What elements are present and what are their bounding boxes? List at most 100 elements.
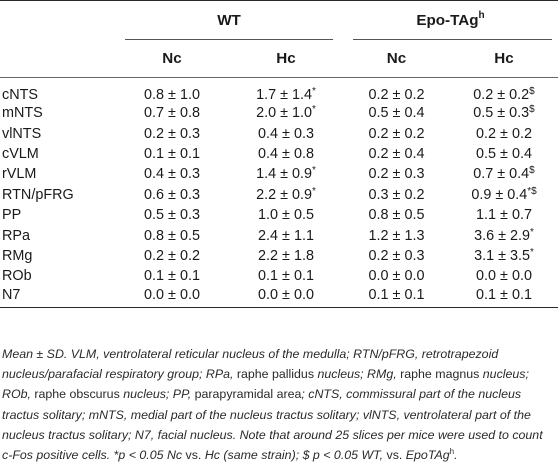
table-cell: 0.2 ± 0.3 bbox=[343, 246, 450, 266]
footnote-part-5: nucleus; ROb, bbox=[2, 367, 529, 402]
cell-value: 0.2 ± 0.2 bbox=[368, 87, 425, 103]
table-cell: 0.1 ± 0.1 bbox=[343, 286, 450, 308]
cell-value: 0.0 ± 0.0 bbox=[476, 268, 532, 285]
row-label: cNTS bbox=[2, 87, 38, 103]
table-cell: 0.4 ± 0.8 bbox=[229, 144, 343, 164]
table-row: mNTS 0.7 ± 0.8 2.0 ± 1.0* 0.5 ± 0.4 0.5 ± 0.… bbox=[0, 103, 558, 123]
row-label: RPa bbox=[2, 227, 30, 244]
col-header-wt-nc: Nc bbox=[115, 39, 229, 78]
footnote-part-10: vs. bbox=[182, 448, 205, 463]
significance-marker: $ bbox=[529, 104, 535, 116]
significance-marker: * bbox=[312, 104, 316, 116]
significance-marker: $ bbox=[529, 165, 535, 177]
cell-value: 0.4 ± 0.3 bbox=[258, 125, 314, 142]
col-header-wt-hc: Hc bbox=[229, 39, 343, 78]
table-cell: 0.5 ± 0.3$ bbox=[450, 103, 558, 123]
significance-marker: *$ bbox=[527, 185, 537, 197]
table-cell: 0.2 ± 0.3 bbox=[115, 123, 229, 143]
cell-value: 0.9 ± 0.4 bbox=[471, 186, 528, 203]
footnote-part-13: EpoTAg bbox=[405, 448, 450, 463]
table-cell: 0.5 ± 0.4 bbox=[450, 144, 558, 164]
footnote-part-3: nucleus; RMg, bbox=[317, 367, 397, 382]
group-header-row: WT Epo-TAgh bbox=[0, 0, 558, 40]
cell-value: 1.1 ± 0.7 bbox=[476, 207, 532, 224]
table-cell: 0.8 ± 0.5 bbox=[343, 205, 450, 225]
table-cell: 0.7 ± 0.4$ bbox=[450, 164, 558, 184]
significance-marker: * bbox=[312, 86, 316, 97]
cell-value: 0.1 ± 0.1 bbox=[476, 286, 532, 303]
cell-value: 3.1 ± 3.5 bbox=[474, 247, 530, 264]
footnote-part-14: . bbox=[454, 448, 458, 463]
table-cell: 0.0 ± 0.0 bbox=[115, 286, 229, 308]
cell-value: 0.2 ± 0.2 bbox=[144, 247, 200, 264]
table-row: ROb 0.1 ± 0.1 0.1 ± 0.1 0.0 ± 0.0 0.0 ± 0.0 bbox=[0, 266, 558, 286]
table-cell: 2.2 ± 0.9* bbox=[229, 185, 343, 205]
footnote-superscript: h bbox=[449, 447, 455, 457]
table-cell: 0.2 ± 0.4 bbox=[343, 144, 450, 164]
cell-value: 1.4 ± 0.9 bbox=[256, 166, 312, 183]
table-cell: 0.2 ± 0.2$ bbox=[450, 78, 558, 104]
corner-cell-2 bbox=[0, 39, 115, 78]
table-cell: 0.2 ± 0.2 bbox=[343, 78, 450, 103]
row-label: RTN/pFRG bbox=[2, 186, 74, 203]
cell-value: 2.2 ± 0.9 bbox=[256, 186, 312, 203]
cell-value: 0.0 ± 0.0 bbox=[258, 286, 314, 303]
table-cell: 0.0 ± 0.0 bbox=[450, 266, 558, 286]
cell-value: 0.2 ± 0.2 bbox=[368, 125, 425, 142]
col-header-epo-nc: Nc bbox=[343, 39, 450, 78]
table-cell: 0.0 ± 0.0 bbox=[229, 286, 343, 308]
table-row: RMg 0.2 ± 0.2 2.2 ± 1.8 0.2 ± 0.3 3.1 ± 3.5* bbox=[0, 246, 558, 266]
cell-value: 2.4 ± 1.1 bbox=[258, 227, 314, 244]
cell-value: 0.5 ± 0.3 bbox=[144, 207, 200, 224]
table-cell: 0.2 ± 0.2 bbox=[115, 246, 229, 266]
footnote-part-7: nucleus; PP, bbox=[123, 387, 192, 402]
row-label: mNTS bbox=[2, 105, 43, 122]
cell-value: 0.8 ± 1.0 bbox=[144, 87, 200, 103]
footnote-part-12: vs. bbox=[383, 448, 406, 463]
corner-cell bbox=[0, 0, 115, 40]
table-row: PP 0.5 ± 0.3 1.0 ± 0.5 0.8 ± 0.5 1.1 ± 0.7 bbox=[0, 205, 558, 225]
cell-value: 0.0 ± 0.0 bbox=[144, 286, 200, 303]
table-row: RTN/pFRG 0.6 ± 0.3 2.2 ± 0.9* 0.3 ± 0.2 0.9 … bbox=[0, 185, 558, 205]
table-cell: 0.7 ± 0.8 bbox=[115, 103, 229, 123]
row-label: N7 bbox=[0, 286, 115, 308]
table-cell: 0.1 ± 0.1 bbox=[115, 266, 229, 286]
cell-value: 0.6 ± 0.3 bbox=[144, 186, 200, 203]
table-cell: 0.2 ± 0.2 bbox=[343, 123, 450, 143]
table-cell: 0.4 ± 0.3 bbox=[115, 164, 229, 184]
cell-value: 2.2 ± 1.8 bbox=[258, 247, 314, 264]
cell-value: 0.7 ± 0.4 bbox=[473, 166, 530, 183]
cell-value: 1.0 ± 0.5 bbox=[258, 207, 314, 224]
table-cell: 0.5 ± 0.3 bbox=[115, 205, 229, 225]
table-row: N7 0.0 ± 0.0 0.0 ± 0.0 0.1 ± 0.1 0.1 ± 0.1 bbox=[0, 286, 558, 308]
group-header-epo-tag: Epo-TAgh bbox=[343, 0, 558, 40]
cell-value: 0.1 ± 0.1 bbox=[144, 145, 200, 162]
cell-value: 0.5 ± 0.3 bbox=[473, 105, 530, 122]
table-cell: 0.9 ± 0.4*$ bbox=[450, 185, 558, 205]
cell-value: 0.7 ± 0.8 bbox=[144, 105, 200, 122]
table-cell: 1.1 ± 0.7 bbox=[450, 205, 558, 225]
table-cell: 0.5 ± 0.4 bbox=[343, 103, 450, 123]
row-label: rVLM bbox=[2, 166, 37, 183]
cell-value: 0.2 ± 0.2 bbox=[476, 125, 532, 142]
row-label: PP bbox=[2, 207, 22, 224]
table-cell: 0.1 ± 0.1 bbox=[450, 286, 558, 308]
footnote-part-4: raphe magnus bbox=[396, 367, 483, 382]
table-cell: 1.7 ± 1.4* bbox=[229, 78, 343, 104]
significance-marker: * bbox=[530, 246, 534, 258]
significance-marker: * bbox=[312, 165, 316, 177]
footnote-part-1: Mean ± SD. VLM, ventrolateral reticular … bbox=[2, 347, 499, 382]
table-cell: 0.0 ± 0.0 bbox=[343, 266, 450, 286]
footnote-part-8: parapyramidal area bbox=[191, 387, 302, 402]
cell-value: 0.2 ± 0.3 bbox=[368, 247, 425, 264]
cell-value: 0.2 ± 0.3 bbox=[144, 125, 200, 142]
table-cell: 2.2 ± 1.8 bbox=[229, 246, 343, 266]
cell-value: 3.6 ± 2.9 bbox=[474, 227, 530, 244]
table-row: cVLM 0.1 ± 0.1 0.4 ± 0.8 0.2 ± 0.4 0.5 ± 0.4 bbox=[0, 144, 558, 164]
table-body: cNTS 0.8 ± 1.0 1.7 ± 1.4* 0.2 ± 0.2 0.2 ± 0.… bbox=[0, 78, 558, 308]
cell-value: 0.8 ± 0.5 bbox=[368, 207, 425, 224]
group-header-epo-tag-label: Epo-TAg bbox=[416, 11, 479, 29]
cell-value: 0.4 ± 0.3 bbox=[144, 166, 200, 183]
table-cell: 1.2 ± 1.3 bbox=[343, 225, 450, 245]
